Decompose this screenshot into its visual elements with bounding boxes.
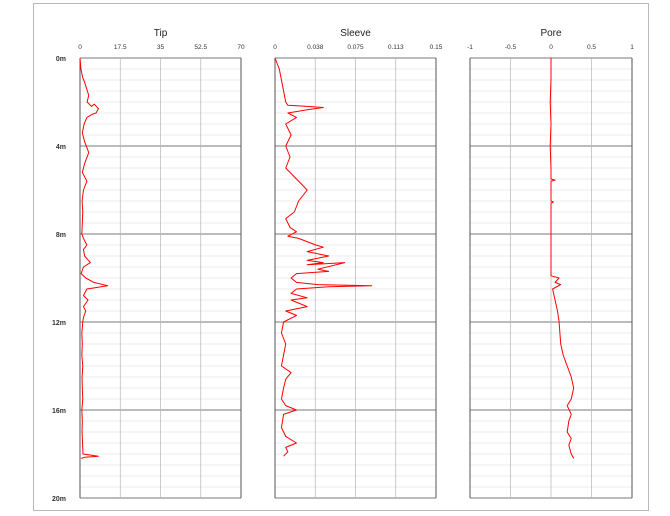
tip-series-line [79, 57, 109, 459]
tip-x-tick-label: 70 [237, 44, 245, 51]
pore-x-tick-label: -0.5 [505, 44, 517, 51]
sleeve-x-tick-label: 0.15 [430, 44, 443, 51]
pore-panel-title: Pore [540, 28, 562, 39]
depth-tick-label: 8m [56, 232, 66, 239]
sleeve-x-tick-label: 0 [273, 44, 277, 51]
tip-x-tick-label: 0 [78, 44, 82, 51]
sleeve-panel-title: Sleeve [340, 28, 371, 39]
pore-x-tick-label: 0 [549, 44, 553, 51]
tip-x-tick-label: 52.5 [194, 44, 207, 51]
pore-series-line [549, 58, 575, 459]
tip-panel-title: Tip [154, 28, 168, 39]
pore-x-tick-label: 1 [630, 44, 634, 51]
depth-tick-label: 4m [56, 144, 66, 151]
sleeve-x-tick-label: 0.113 [388, 44, 404, 51]
pore-x-tick-label: -1 [467, 44, 473, 51]
depth-tick-label: 12m [52, 320, 66, 327]
tip-x-tick-label: 17.5 [114, 44, 127, 51]
sleeve-series-line [274, 57, 373, 457]
depth-tick-label: 20m [52, 496, 66, 503]
sleeve-x-tick-label: 0.038 [307, 44, 324, 51]
pore-x-tick-label: 0.5 [587, 44, 596, 51]
tip-x-tick-label: 35 [157, 44, 165, 51]
sleeve-x-tick-label: 0.075 [347, 44, 364, 51]
depth-tick-label: 0m [56, 56, 66, 63]
depth-tick-label: 16m [52, 408, 66, 415]
chart-frame [33, 3, 649, 511]
